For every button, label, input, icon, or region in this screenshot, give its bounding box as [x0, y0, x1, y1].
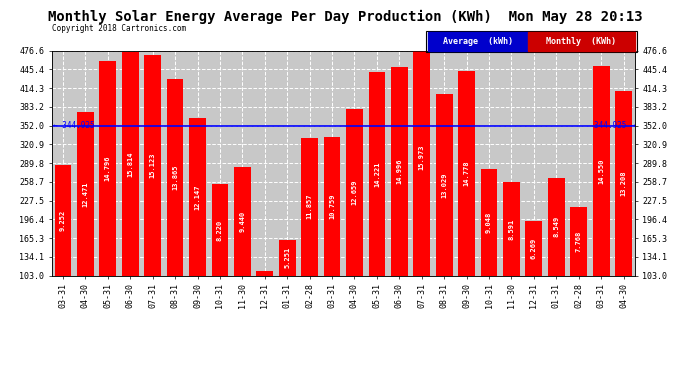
Text: 13.029: 13.029	[441, 172, 447, 198]
Bar	[324, 137, 340, 276]
Bar	[212, 184, 228, 276]
Bar	[257, 271, 273, 276]
Text: 12.659: 12.659	[351, 180, 357, 205]
Text: 11.857: 11.857	[306, 194, 313, 219]
Text: 6.269: 6.269	[531, 237, 537, 259]
Bar	[436, 94, 453, 276]
Text: 14.550: 14.550	[598, 158, 604, 184]
Bar	[167, 79, 184, 276]
Bar	[615, 91, 632, 276]
Text: 7.768: 7.768	[575, 231, 582, 252]
Bar	[503, 183, 520, 276]
Bar	[189, 118, 206, 276]
Text: 14.778: 14.778	[464, 160, 470, 186]
Text: Copyright 2018 Cartronics.com: Copyright 2018 Cartronics.com	[52, 24, 186, 33]
Text: 15.123: 15.123	[150, 153, 156, 178]
Text: 8.549: 8.549	[553, 216, 560, 237]
Bar	[526, 220, 542, 276]
Bar	[144, 56, 161, 276]
Text: ← 344.925: ← 344.925	[53, 121, 95, 130]
Text: 344.925 →: 344.925 →	[594, 121, 636, 130]
Bar	[413, 39, 430, 276]
Text: 9.048: 9.048	[486, 211, 492, 233]
Text: 14.796: 14.796	[105, 156, 111, 181]
Text: 14.221: 14.221	[374, 161, 380, 187]
Text: 13.208: 13.208	[620, 171, 627, 196]
Bar	[593, 66, 609, 276]
Bar	[368, 72, 385, 276]
Text: 8.220: 8.220	[217, 219, 223, 240]
Bar	[346, 109, 363, 276]
Bar	[391, 67, 408, 276]
Bar	[122, 52, 139, 276]
Bar	[481, 169, 497, 276]
Text: 12.471: 12.471	[82, 181, 88, 207]
Bar	[571, 207, 587, 276]
Text: Monthly Solar Energy Average Per Day Production (KWh)  Mon May 28 20:13: Monthly Solar Energy Average Per Day Pro…	[48, 9, 642, 24]
Text: 15.973: 15.973	[419, 145, 425, 170]
Bar	[302, 138, 318, 276]
Bar	[458, 70, 475, 276]
Text: Average  (kWh): Average (kWh)	[443, 37, 513, 46]
Text: Monthly  (KWh): Monthly (KWh)	[546, 37, 616, 46]
Bar	[234, 167, 250, 276]
Bar	[548, 178, 564, 276]
Text: 5.251: 5.251	[284, 247, 290, 268]
Text: 9.440: 9.440	[239, 211, 246, 232]
Bar	[279, 240, 295, 276]
Bar	[99, 62, 116, 276]
Text: 13.865: 13.865	[172, 165, 178, 190]
Bar	[77, 112, 94, 276]
Text: 9.252: 9.252	[60, 210, 66, 231]
Text: 10.759: 10.759	[329, 194, 335, 219]
Text: 14.996: 14.996	[396, 158, 402, 184]
Text: 12.147: 12.147	[195, 184, 201, 210]
Bar	[55, 165, 71, 276]
Text: 15.814: 15.814	[127, 151, 133, 177]
Text: 8.591: 8.591	[509, 218, 515, 240]
